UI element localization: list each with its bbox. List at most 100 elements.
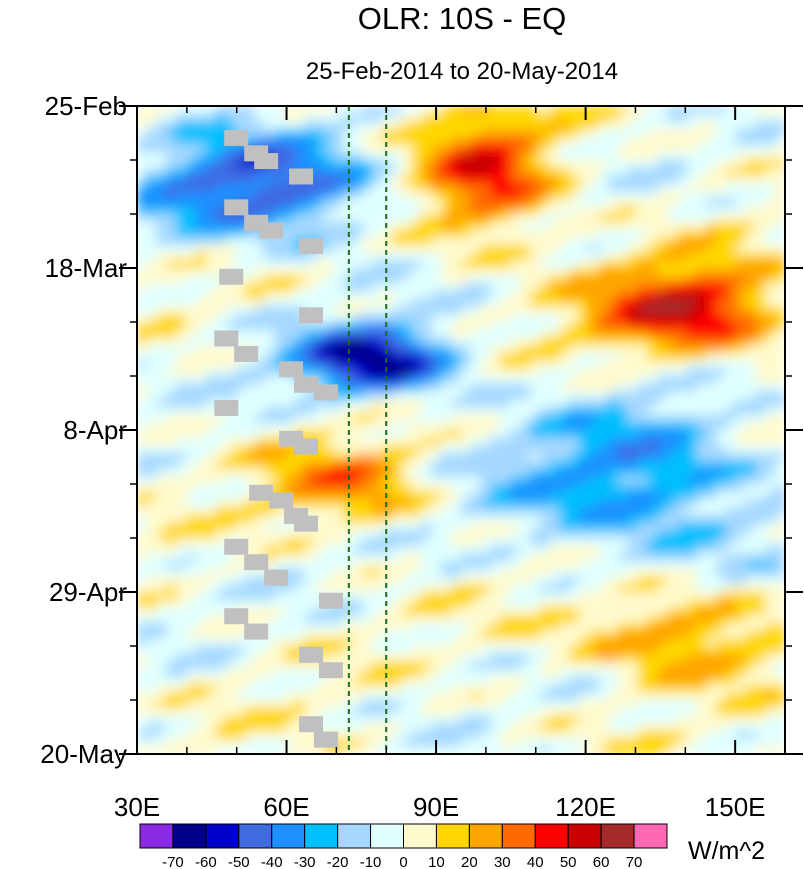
olr-cell (745, 453, 757, 462)
olr-cell (313, 468, 325, 477)
olr-cell (706, 260, 717, 269)
olr-cell (303, 530, 315, 539)
olr-cell (755, 545, 766, 555)
olr-cell (519, 345, 531, 354)
olr-cell (618, 175, 629, 184)
olr-cell (451, 584, 462, 593)
olr-cell (677, 360, 688, 369)
olr-cell (745, 484, 757, 493)
olr-cell (411, 391, 423, 400)
olr-cell (716, 476, 727, 485)
olr-cell (755, 322, 766, 331)
olr-cell (303, 360, 315, 369)
olr-cell (411, 160, 423, 169)
olr-cell (598, 376, 609, 385)
olr-cell (362, 430, 374, 439)
olr-cell (510, 113, 521, 123)
olr-cell (382, 106, 393, 115)
olr-cell (559, 206, 570, 215)
olr-cell (421, 538, 433, 547)
olr-cell (598, 152, 609, 161)
olr-cell (559, 522, 570, 531)
olr-cell (215, 237, 226, 246)
olr-cell (765, 615, 776, 624)
olr-cell (598, 538, 609, 547)
olr-cell (735, 136, 747, 146)
olr-cell (137, 345, 148, 354)
olr-cell (313, 684, 325, 693)
olr-cell (539, 144, 550, 153)
olr-cell (735, 129, 747, 138)
olr-cell (362, 306, 374, 315)
olr-cell (667, 406, 678, 416)
olr-cell (313, 607, 325, 616)
olr-cell (618, 206, 629, 215)
olr-cell (362, 607, 374, 616)
olr-cell (578, 476, 590, 485)
olr-cell (303, 214, 315, 223)
olr-cell (235, 437, 246, 447)
olr-cell (608, 221, 619, 231)
olr-cell (313, 568, 325, 578)
olr-cell (461, 183, 472, 192)
olr-cell (510, 152, 521, 161)
olr-cell (146, 275, 158, 285)
olr-cell (608, 175, 619, 184)
olr-cell (755, 368, 766, 377)
olr-cell (186, 607, 197, 616)
olr-cell (294, 615, 305, 624)
olr-cell (362, 322, 374, 331)
olr-cell (677, 476, 688, 485)
olr-cell (647, 106, 658, 115)
olr-cell (294, 538, 305, 547)
olr-cell (686, 676, 698, 686)
olr-cell (176, 129, 187, 138)
olr-cell (382, 368, 393, 377)
olr-cell (726, 599, 737, 609)
olr-cell (588, 646, 600, 655)
olr-cell (156, 129, 168, 138)
olr-cell (549, 152, 560, 161)
olr-cell (529, 491, 541, 501)
olr-cell (156, 337, 168, 346)
olr-cell (716, 430, 727, 439)
olr-cell (225, 221, 236, 231)
olr-cell (186, 499, 197, 508)
olr-cell (166, 268, 177, 277)
olr-cell (637, 576, 649, 585)
olr-cell (372, 160, 384, 169)
olr-cell (677, 221, 688, 231)
olr-cell (254, 538, 266, 547)
olr-cell (608, 599, 619, 609)
olr-cell (726, 368, 737, 377)
olr-cell (765, 322, 776, 331)
olr-cell (677, 129, 688, 138)
olr-cell (245, 383, 256, 393)
olr-cell (431, 175, 442, 184)
olr-cell (500, 538, 511, 547)
olr-cell (490, 599, 501, 609)
olr-cell (343, 306, 354, 315)
olr-cell (461, 260, 472, 269)
olr-cell (549, 198, 560, 207)
olr-cell (284, 653, 295, 663)
olr-cell (313, 376, 325, 385)
olr-cell (745, 314, 757, 323)
olr-cell (765, 306, 776, 315)
olr-cell (195, 160, 207, 169)
olr-cell (480, 638, 492, 647)
olr-cell (726, 399, 737, 408)
olr-cell (726, 376, 737, 385)
olr-cell (215, 298, 226, 308)
olr-cell (480, 491, 492, 501)
olr-cell (323, 568, 334, 578)
olr-cell (529, 476, 541, 485)
olr-cell (667, 329, 678, 339)
olr-cell (588, 252, 600, 261)
olr-cell (411, 291, 423, 300)
olr-cell (726, 260, 737, 269)
olr-cell (490, 491, 501, 501)
olr-cell (372, 391, 384, 400)
olr-cell (500, 638, 511, 647)
olr-cell (755, 198, 766, 207)
